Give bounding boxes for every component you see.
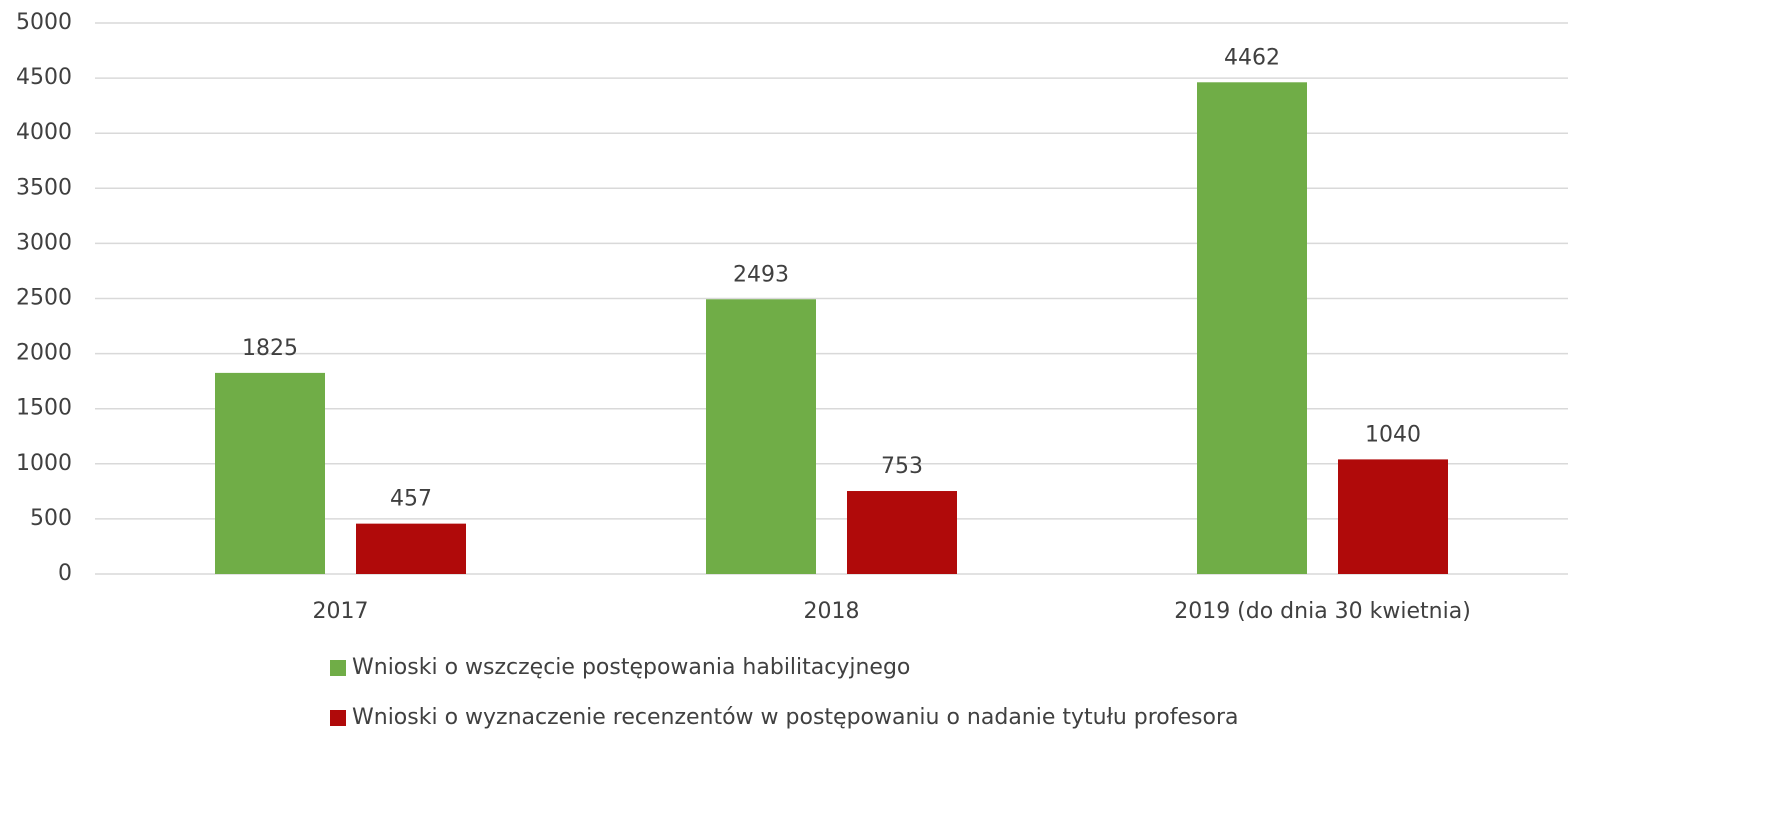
y-tick-label: 0 xyxy=(58,561,72,586)
bar xyxy=(847,491,957,574)
data-label: 4462 xyxy=(1224,45,1280,70)
y-tick-label: 500 xyxy=(30,506,72,531)
legend-label: Wnioski o wszczęcie postępowania habilit… xyxy=(352,655,910,680)
y-tick-label: 2000 xyxy=(16,341,72,366)
legend-label: Wnioski o wyznaczenie recenzentów w post… xyxy=(352,705,1239,730)
y-tick-label: 1000 xyxy=(16,451,72,476)
legend-swatch xyxy=(330,710,346,726)
data-label: 753 xyxy=(881,454,923,479)
bar xyxy=(356,523,466,574)
data-label: 1825 xyxy=(242,336,298,361)
bar xyxy=(1197,82,1307,574)
x-tick-label: 2018 xyxy=(804,599,860,624)
y-tick-label: 3000 xyxy=(16,230,72,255)
y-tick-label: 4500 xyxy=(16,65,72,90)
legend-swatch xyxy=(330,660,346,676)
bar xyxy=(706,299,816,574)
y-tick-label: 4000 xyxy=(16,120,72,145)
y-tick-label: 1500 xyxy=(16,396,72,421)
y-tick-label: 2500 xyxy=(16,286,72,311)
bar xyxy=(215,372,325,574)
bar xyxy=(1338,459,1448,574)
x-tick-label: 2017 xyxy=(313,599,369,624)
data-label: 457 xyxy=(390,487,432,512)
data-label: 2493 xyxy=(733,262,789,287)
x-tick-label: 2019 (do dnia 30 kwietnia) xyxy=(1174,599,1471,624)
y-tick-label: 5000 xyxy=(16,10,72,35)
y-tick-label: 3500 xyxy=(16,175,72,200)
data-label: 1040 xyxy=(1365,422,1421,447)
